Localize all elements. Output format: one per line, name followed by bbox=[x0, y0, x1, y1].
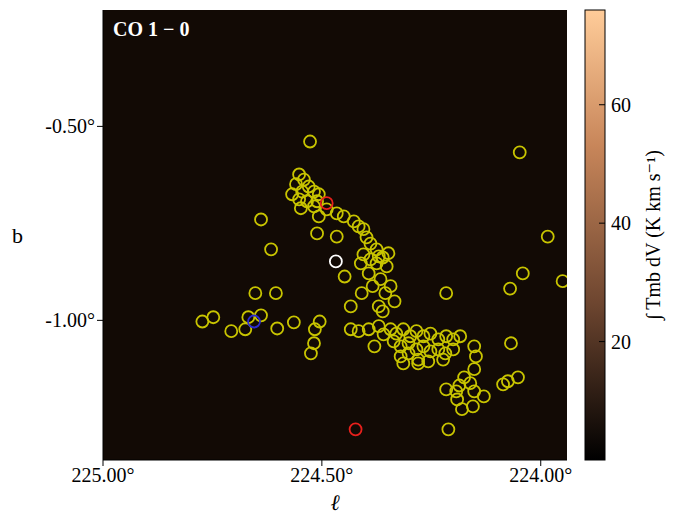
svg-text:225.00°: 225.00° bbox=[72, 464, 135, 486]
svg-text:ℓ: ℓ bbox=[330, 490, 340, 515]
html-text:CO 1 − 0: CO 1 − 0 bbox=[113, 18, 190, 40]
svg-text:∫ Tmb dV (K km s⁻¹): ∫ Tmb dV (K km s⁻¹) bbox=[642, 150, 666, 322]
svg-text:20: 20 bbox=[611, 331, 631, 353]
svg-text:40: 40 bbox=[611, 212, 631, 234]
svg-text:224.00°: 224.00° bbox=[509, 464, 572, 486]
svg-text:224.50°: 224.50° bbox=[290, 464, 353, 486]
svg-text:60: 60 bbox=[611, 94, 631, 116]
svg-text:-1.00°: -1.00° bbox=[45, 309, 95, 331]
svg-text:-0.50°: -0.50° bbox=[45, 115, 95, 137]
svg-text:b: b bbox=[12, 223, 23, 248]
